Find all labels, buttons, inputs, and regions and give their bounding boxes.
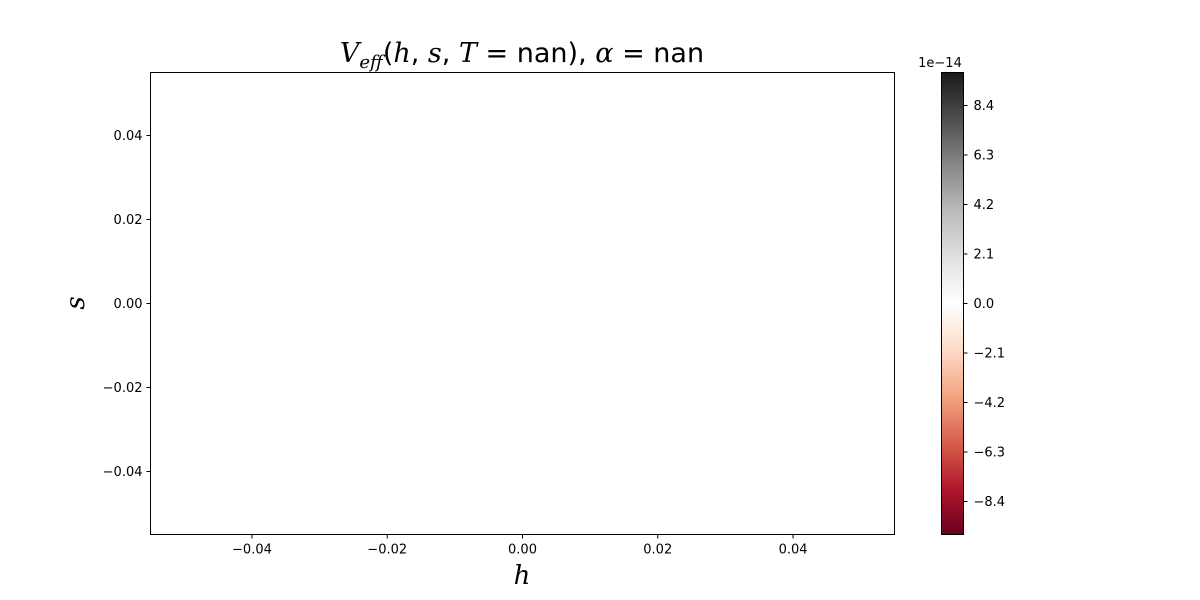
title-comma1: ,	[411, 38, 428, 69]
y-tick-label: −0.04	[103, 465, 143, 480]
title-close: ),	[568, 38, 587, 69]
colorbar-tick-label: −2.1	[974, 347, 1006, 362]
plot-area	[150, 72, 895, 535]
colorbar-tick-label: −8.4	[974, 495, 1006, 510]
chart-title: Veff(h, s, T = nan), α = nan	[340, 38, 704, 73]
x-axis-label: h	[514, 561, 531, 591]
colorbar-tick-label: 2.1	[974, 248, 995, 263]
colorbar-tick-label: 4.2	[974, 198, 995, 213]
y-tick-label: −0.02	[103, 381, 143, 396]
title-nan1: nan	[517, 38, 568, 69]
title-comma2: ,	[442, 38, 459, 69]
title-sub: eff	[359, 52, 386, 73]
title-eq2: =	[614, 38, 654, 69]
colorbar-tick-label: 0.0	[974, 297, 995, 312]
title-s: s	[428, 38, 442, 69]
title-v: V	[340, 38, 362, 69]
y-axis-ticks: −0.04 −0.02 0.00 0.02 0.04	[103, 129, 151, 480]
x-tick-label: 0.02	[643, 543, 672, 558]
y-axis-label: s	[61, 296, 91, 309]
colorbar-ticks: −8.4 −6.3 −4.2 −2.1 0.0 2.1 4.2 6.3 8.4	[963, 99, 1006, 510]
title-h: h	[393, 38, 410, 69]
colorbar	[941, 72, 964, 535]
title-t: T	[459, 38, 479, 69]
x-tick-label: −0.02	[367, 543, 407, 558]
x-tick-label: −0.04	[232, 543, 272, 558]
colorbar-offset-label: 1e−14	[918, 56, 962, 71]
title-open: (	[383, 38, 394, 69]
colorbar-tick-label: −6.3	[974, 446, 1006, 461]
colorbar-tick-label: 8.4	[974, 99, 995, 114]
title-nan2: nan	[653, 38, 704, 69]
title-alpha: α	[587, 38, 614, 69]
y-tick-label: 0.02	[114, 213, 143, 228]
x-tick-label: 0.04	[779, 543, 808, 558]
colorbar-tick-label: −4.2	[974, 396, 1006, 411]
y-tick-label: 0.00	[114, 297, 143, 312]
y-tick-label: 0.04	[114, 129, 143, 144]
colorbar-tick-label: 6.3	[974, 149, 995, 164]
title-eq1: =	[477, 38, 517, 69]
x-tick-label: 0.00	[508, 543, 537, 558]
x-axis-ticks: −0.04 −0.02 0.00 0.02 0.04	[232, 534, 808, 558]
